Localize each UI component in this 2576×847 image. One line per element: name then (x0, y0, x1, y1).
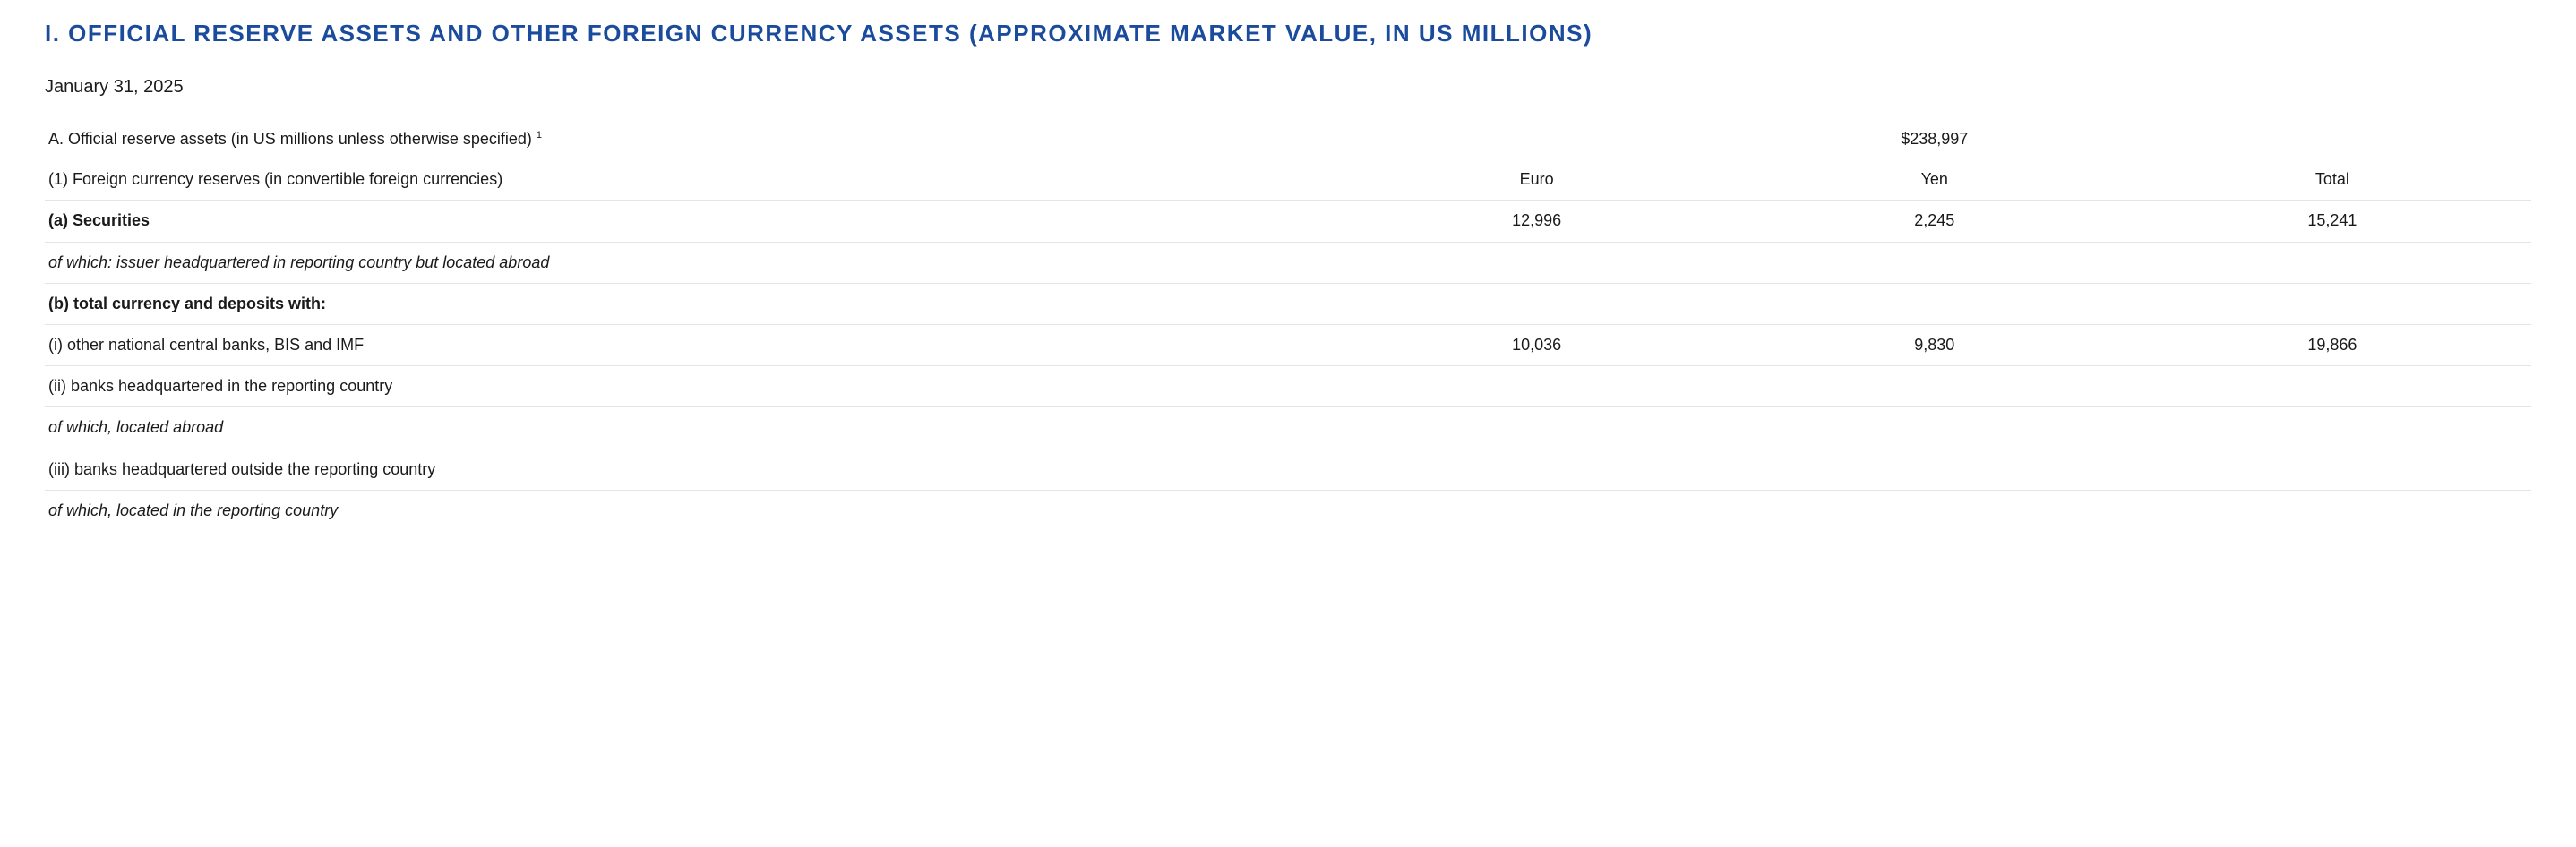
section-title: I. OFFICIAL RESERVE ASSETS AND OTHER FOR… (45, 18, 2531, 49)
cell-yen (1736, 407, 2134, 449)
row-label-text: (a) Securities (48, 211, 150, 229)
cell-total (2134, 119, 2531, 159)
cell-euro (1338, 119, 1736, 159)
row-label-text: A. Official reserve assets (in US millio… (48, 130, 532, 148)
row-label: of which: issuer headquartered in report… (45, 242, 1338, 283)
cell-total (2134, 449, 2531, 490)
table-row: of which, located abroad (45, 407, 2531, 449)
table-row: (b) total currency and deposits with: (45, 283, 2531, 324)
row-label-text: (iii) banks headquartered outside the re… (48, 460, 435, 478)
cell-yen: 2,245 (1736, 201, 2134, 242)
row-label-text: of which: issuer headquartered in report… (48, 253, 549, 271)
table-row: (ii) banks headquartered in the reportin… (45, 366, 2531, 407)
cell-yen (1736, 366, 2134, 407)
row-label: (i) other national central banks, BIS an… (45, 325, 1338, 366)
row-label-text: of which, located abroad (48, 418, 223, 436)
row-label: (ii) banks headquartered in the reportin… (45, 366, 1338, 407)
row-label-text: of which, located in the reporting count… (48, 501, 338, 519)
table-row: of which: issuer headquartered in report… (45, 242, 2531, 283)
cell-euro (1338, 283, 1736, 324)
cell-yen: $238,997 (1736, 119, 2134, 159)
cell-euro: 10,036 (1338, 325, 1736, 366)
reserve-assets-table: A. Official reserve assets (in US millio… (45, 119, 2531, 531)
cell-yen (1736, 283, 2134, 324)
cell-total: Total (2134, 159, 2531, 201)
row-label-text: (1) Foreign currency reserves (in conver… (48, 170, 502, 188)
cell-euro (1338, 242, 1736, 283)
cell-euro (1338, 490, 1736, 531)
row-label: (1) Foreign currency reserves (in conver… (45, 159, 1338, 201)
cell-total (2134, 283, 2531, 324)
row-label: of which, located abroad (45, 407, 1338, 449)
row-label: of which, located in the reporting count… (45, 490, 1338, 531)
table-row: (iii) banks headquartered outside the re… (45, 449, 2531, 490)
cell-yen (1736, 242, 2134, 283)
cell-euro (1338, 449, 1736, 490)
row-label: (a) Securities (45, 201, 1338, 242)
row-label: (b) total currency and deposits with: (45, 283, 1338, 324)
row-label: (iii) banks headquartered outside the re… (45, 449, 1338, 490)
cell-total (2134, 242, 2531, 283)
cell-yen: 9,830 (1736, 325, 2134, 366)
table-row: A. Official reserve assets (in US millio… (45, 119, 2531, 159)
cell-euro: 12,996 (1338, 201, 1736, 242)
cell-yen (1736, 490, 2134, 531)
cell-euro (1338, 366, 1736, 407)
cell-euro (1338, 407, 1736, 449)
cell-total (2134, 407, 2531, 449)
report-date: January 31, 2025 (45, 74, 2531, 99)
table-row: of which, located in the reporting count… (45, 490, 2531, 531)
row-label-text: (i) other national central banks, BIS an… (48, 336, 364, 354)
cell-total: 19,866 (2134, 325, 2531, 366)
cell-euro: Euro (1338, 159, 1736, 201)
cell-total: 15,241 (2134, 201, 2531, 242)
row-label-text: (b) total currency and deposits with: (48, 295, 326, 312)
table-row: (i) other national central banks, BIS an… (45, 325, 2531, 366)
table-row: (a) Securities 12,9962,24515,241 (45, 201, 2531, 242)
row-label: A. Official reserve assets (in US millio… (45, 119, 1338, 159)
row-label-text: (ii) banks headquartered in the reportin… (48, 377, 392, 395)
footnote-ref: 1 (537, 130, 542, 141)
cell-total (2134, 366, 2531, 407)
cell-yen (1736, 449, 2134, 490)
cell-total (2134, 490, 2531, 531)
table-row: (1) Foreign currency reserves (in conver… (45, 159, 2531, 201)
cell-yen: Yen (1736, 159, 2134, 201)
